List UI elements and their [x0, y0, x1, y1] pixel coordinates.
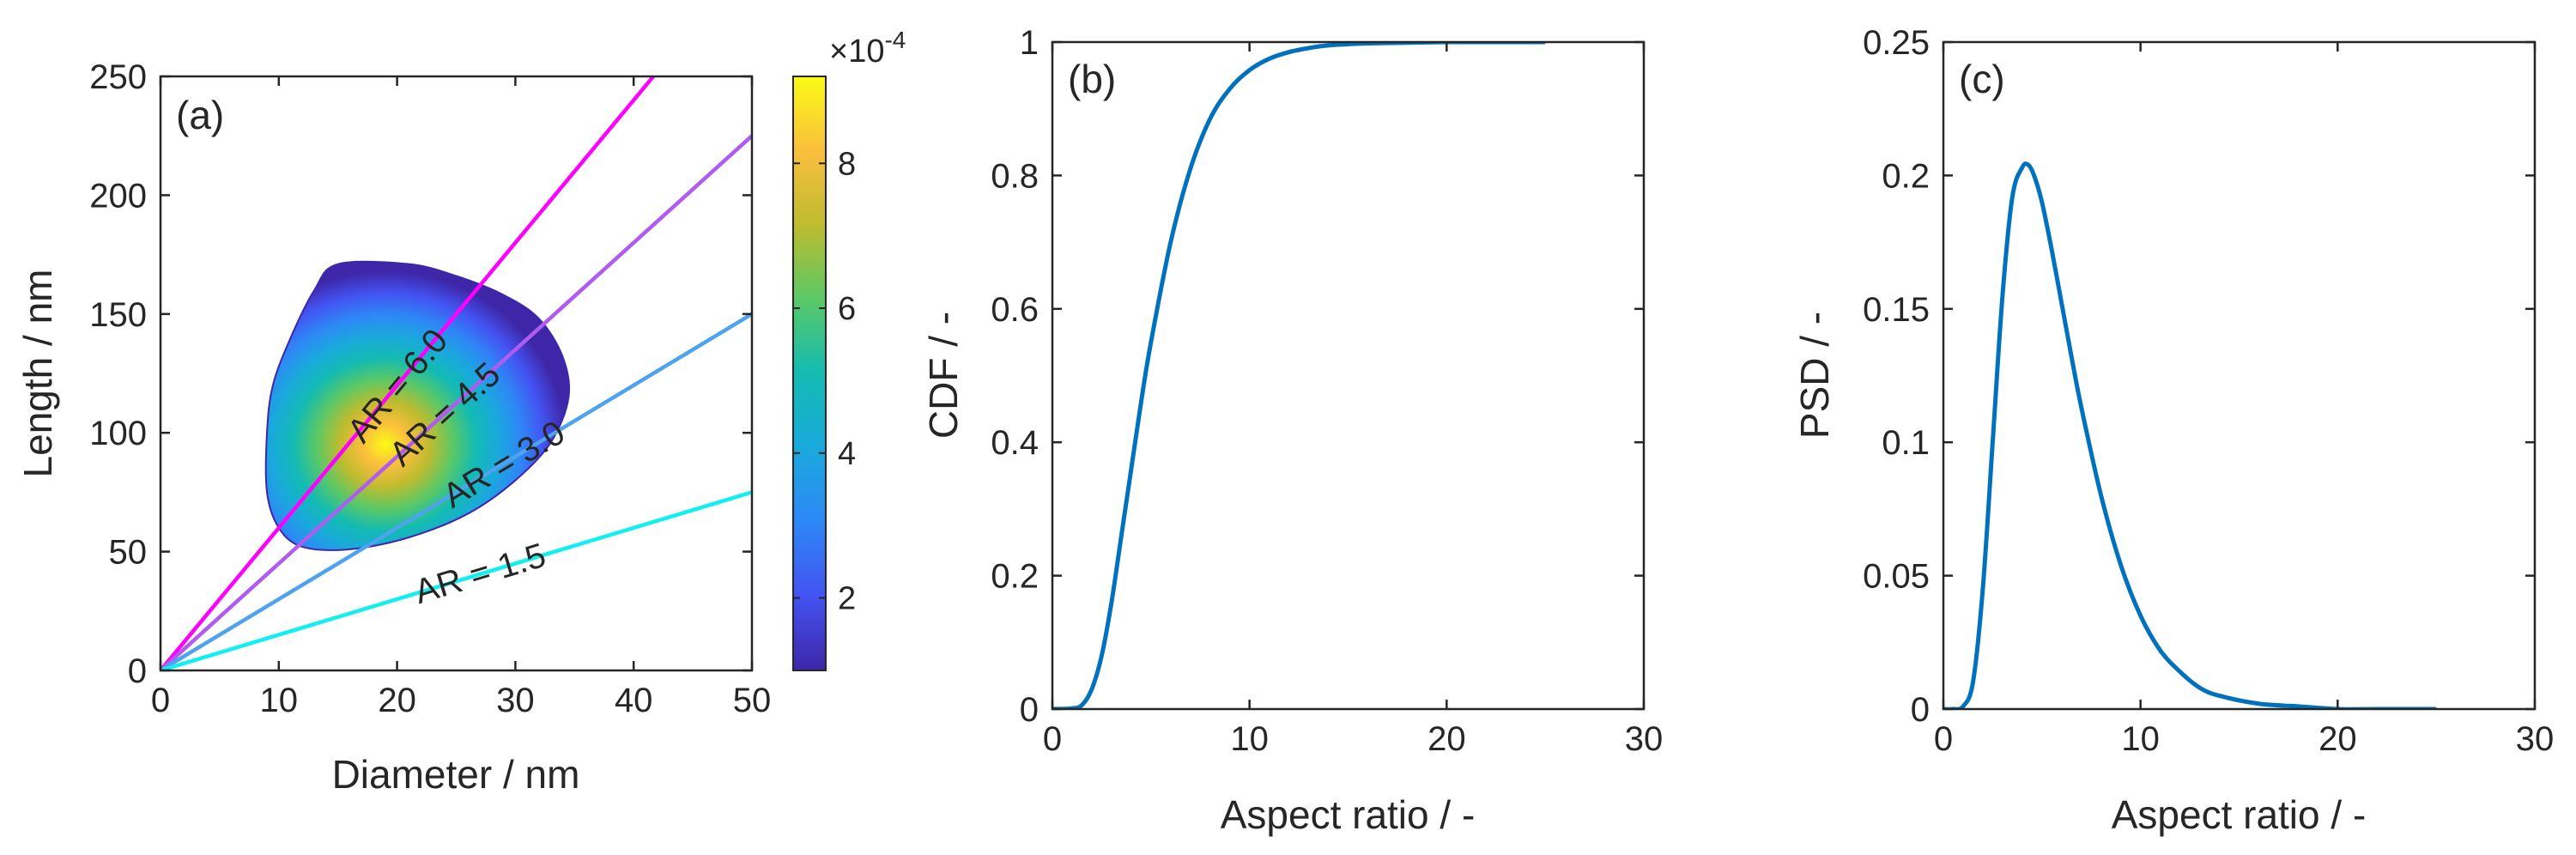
panel-a-plot-area — [161, 76, 752, 670]
panel-b-xtick-label: 0 — [1043, 720, 1062, 758]
panel-c-ytick-label: 0.25 — [1863, 24, 1930, 62]
panel-a-xtick-label: 10 — [260, 682, 299, 719]
density-contour — [264, 260, 571, 551]
panel-b: 0 10 20 30 0 0.2 0.4 0.6 0.8 1 (b) Aspect ratio /… — [921, 24, 1663, 837]
colorbar — [792, 76, 827, 671]
panel-b-ytick-label: 1 — [1020, 24, 1039, 62]
ar-line-4-5 — [161, 134, 752, 670]
panel-a-ytick-label: 50 — [109, 534, 148, 572]
panel-c-xtick-label: 30 — [2516, 720, 2555, 758]
panel-a-ytick-label: 150 — [89, 296, 147, 334]
panel-c-ytick-label: 0.15 — [1863, 291, 1930, 329]
panel-c-xtick-label: 0 — [1934, 720, 1953, 758]
panel-b-ytick-label: 0.6 — [991, 291, 1039, 329]
panel-a-xtick-label: 30 — [496, 682, 535, 719]
panel-c-ytick-label: 0 — [1911, 691, 1930, 729]
panel-a-xtick-label: 50 — [733, 682, 772, 719]
colorbar-multiplier: ×10-4 — [829, 27, 906, 70]
panel-c-label: (c) — [1959, 57, 2005, 101]
panel-a-label: (a) — [176, 93, 224, 137]
panel-a-xtick-label: 20 — [378, 682, 416, 719]
panel-b-ytick-label: 0.4 — [991, 424, 1039, 462]
ar-label: AR = 1.5 — [410, 537, 550, 611]
panel-a-ytick-label: 250 — [89, 58, 147, 96]
panel-b-axes-box — [1051, 40, 1646, 711]
panel-c-ytick-label: 0.1 — [1882, 424, 1930, 462]
panel-b-xtick-label: 10 — [1230, 720, 1269, 758]
panel-b-ylabel: CDF / - — [921, 312, 966, 439]
ar-line-1-5 — [161, 490, 752, 670]
panel-b-xtick-label: 30 — [1625, 720, 1664, 758]
panel-a-ytick-label: 0 — [128, 652, 147, 690]
colorbar-tick-label: 2 — [838, 581, 856, 617]
panel-c-xtick-label: 10 — [2121, 720, 2160, 758]
colorbar-tick-label: 8 — [838, 146, 856, 182]
psd-series-line — [1943, 161, 2437, 709]
panel-b-ytick-label: 0 — [1020, 691, 1039, 729]
panel-a-ytick-label: 200 — [89, 177, 147, 215]
panel-c: 0 10 20 30 0 0.05 0.1 0.15 0.2 0.25 (c) Aspect ra… — [1792, 24, 2554, 837]
panel-b-ytick-label: 0.8 — [991, 157, 1039, 195]
ar-label-group: AR = 1.5 — [410, 537, 550, 611]
cdf-series-line — [1052, 42, 1546, 709]
panel-a-xtick-label: 40 — [615, 682, 653, 719]
panel-b-xlabel: Aspect ratio / - — [1221, 792, 1476, 837]
ar-line-6 — [161, 76, 655, 670]
panel-a: AR = 6.0AR = 4.5AR = 3.0AR = 1.5 0 10 20 30… — [15, 27, 906, 797]
panel-c-ylabel: PSD / - — [1792, 312, 1837, 439]
panel-c-ytick-label: 0.05 — [1863, 558, 1930, 596]
ar-line-3 — [161, 312, 752, 670]
colorbar-tick-label: 6 — [838, 291, 856, 327]
panel-b-xtick-label: 20 — [1427, 720, 1466, 758]
panel-a-ylabel: Length / nm — [15, 270, 60, 478]
panel-a-xlabel: Diameter / nm — [332, 752, 580, 797]
panel-c-ytick-label: 0.2 — [1882, 157, 1930, 195]
panel-c-axes-box — [1942, 40, 2537, 711]
panel-a-ytick-label: 100 — [89, 415, 147, 452]
panel-c-xlabel: Aspect ratio / - — [2112, 792, 2367, 837]
panel-c-xtick-label: 20 — [2318, 720, 2357, 758]
panel-a-xtick-label: 0 — [151, 682, 170, 719]
panel-a-axes-box — [159, 75, 754, 672]
colorbar-tick-label: 4 — [838, 436, 856, 472]
panel-b-label: (b) — [1068, 57, 1116, 101]
panel-b-ytick-label: 0.2 — [991, 558, 1039, 596]
